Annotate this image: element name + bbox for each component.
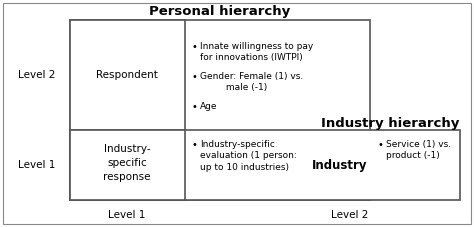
Text: Innate willingness to pay
for innovations (IWTPI): Innate willingness to pay for innovation… bbox=[200, 42, 313, 62]
Text: Respondent: Respondent bbox=[96, 70, 158, 80]
Text: •: • bbox=[192, 140, 198, 150]
Text: •: • bbox=[192, 42, 198, 52]
Text: Industry: Industry bbox=[312, 158, 368, 172]
Text: Personal hierarchy: Personal hierarchy bbox=[149, 5, 291, 18]
Text: •: • bbox=[192, 72, 198, 82]
Text: •: • bbox=[192, 102, 198, 112]
Text: Industry hierarchy: Industry hierarchy bbox=[321, 116, 459, 129]
Bar bbox=[70, 130, 460, 200]
Text: Gender: Female (1) vs.
         male (-1): Gender: Female (1) vs. male (-1) bbox=[200, 72, 303, 92]
Text: Age: Age bbox=[200, 102, 218, 111]
Bar bbox=[70, 20, 185, 130]
Text: Level 1: Level 1 bbox=[18, 160, 55, 170]
Text: Level 2: Level 2 bbox=[18, 70, 55, 80]
Text: •: • bbox=[378, 140, 384, 150]
Text: Industry-specific
evaluation (1 person:
up to 10 industries): Industry-specific evaluation (1 person: … bbox=[200, 140, 297, 172]
Text: Industry-
specific
response: Industry- specific response bbox=[103, 144, 151, 182]
Bar bbox=[70, 130, 185, 200]
Bar bbox=[70, 20, 370, 200]
Text: Service (1) vs.
product (-1): Service (1) vs. product (-1) bbox=[386, 140, 451, 160]
Text: Level 1: Level 1 bbox=[109, 210, 146, 220]
Text: Level 2: Level 2 bbox=[331, 210, 369, 220]
